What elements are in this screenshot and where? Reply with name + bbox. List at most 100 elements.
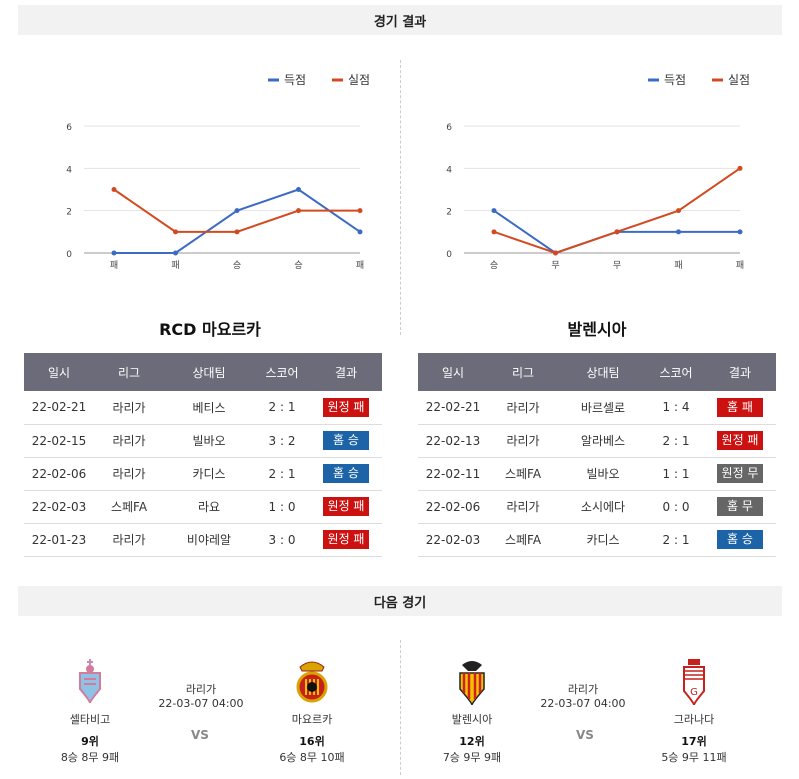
score-cell: 1 : 4 [648,391,704,425]
x-tick-label: 패 [736,260,744,271]
result-badge: 원정 패 [322,530,370,549]
data-point [296,208,301,214]
opponent-cell: 비야레알 [164,523,254,557]
col-date: 일시 [24,353,94,391]
league-cell: 라리가 [488,490,558,524]
celta-logo-icon [70,657,110,707]
next-away-team-2[interactable]: G 그라나다 17위 5승 9무 11패 [649,657,739,765]
result-cell: 원정 패 [310,523,382,557]
match-league: 라리가 [567,683,599,696]
x-tick-label: 패 [110,260,118,271]
data-point [614,229,620,235]
league-cell: 라리가 [94,457,164,491]
score-cell: 2 : 1 [254,391,310,425]
team-title-mallorca: RCD 마요르카 [159,320,261,339]
col-score: 스코어 [648,353,704,391]
data-point [111,187,117,192]
legend-label: 득점 [664,73,686,87]
opponent-cell: 빌바오 [558,457,648,491]
table-row: 22-02-03 스페FA 카디스 2 : 1 홈 승 [418,523,776,557]
next-home-team-2[interactable]: 발렌시아 12위 7승 9무 9패 [427,657,517,765]
opponent-cell: 베티스 [164,391,254,425]
result-badge: 홈 무 [717,497,763,516]
col-result: 결과 [704,353,776,391]
score-cell: 2 : 1 [648,424,704,458]
data-point [173,229,178,235]
opponent-cell: 소시에다 [558,490,648,524]
result-badge: 홈 승 [717,530,763,549]
y-tick-label: 4 [66,165,72,175]
data-point [173,250,178,256]
col-score: 스코어 [254,353,310,391]
svg-text:G: G [690,687,698,698]
league-cell: 스페FA [488,457,558,491]
y-tick-label: 0 [446,250,452,260]
next-home-team-1[interactable]: 셀타비고 9위 8승 8무 9패 [45,657,135,765]
table-row: 22-01-23 라리가 비야레알 3 : 0 원정 패 [24,523,382,557]
data-point [111,250,117,256]
y-tick-label: 0 [66,250,72,260]
result-cell: 홈 패 [704,391,776,425]
y-tick-label: 4 [446,165,452,175]
table-row: 22-02-06 라리가 소시에다 0 : 0 홈 무 [418,490,776,524]
league-cell: 라리가 [94,523,164,557]
match-datetime: 22-03-07 04:00 [158,697,244,710]
data-point [491,208,497,214]
result-badge: 원정 무 [716,464,764,483]
y-tick-label: 6 [446,123,452,133]
data-point [737,165,743,171]
league-cell: 라리가 [488,424,558,458]
team-name: 발렌시아 [451,713,493,726]
valencia-logo-icon [452,657,492,707]
result-badge: 홈 승 [323,431,369,450]
result-cell: 원정 패 [310,490,382,524]
match-datetime: 22-03-07 04:00 [540,697,626,710]
legend-label: 득점 [284,73,306,87]
data-point [357,229,363,235]
data-point [676,208,681,214]
result-badge: 홈 패 [717,397,763,417]
result-badge: 원정 패 [716,431,764,450]
date-cell: 22-02-13 [418,424,488,458]
table-row: 22-02-15 라리가 빌바오 3 : 2 홈 승 [24,424,382,458]
data-point [676,229,681,235]
team-name: 그라나다 [673,713,715,726]
table-row: 22-02-21 라리가 베티스 2 : 1 원정 패 [24,391,382,425]
col-result: 결과 [310,353,382,391]
date-cell: 22-02-03 [24,490,94,524]
result-cell: 홈 승 [704,523,776,557]
score-cell: 3 : 2 [254,424,310,458]
table-row: 22-02-21 라리가 바르셀로 1 : 4 홈 패 [418,391,776,425]
series-line-score [114,188,361,254]
opponent-cell: 바르셀로 [558,391,648,425]
legend-label: 실점 [728,73,750,87]
x-tick-label: 패 [171,260,179,271]
next-away-team-1[interactable]: 마요르카 16위 6승 8무 10패 [267,657,357,765]
league-cell: 라리가 [94,424,164,458]
vs-label: VS [191,728,209,742]
opponent-cell: 알라베스 [558,424,648,458]
col-opponent: 상대팀 [164,353,254,391]
result-cell: 원정 무 [704,457,776,491]
date-cell: 22-02-21 [24,391,94,425]
league-cell: 라리가 [488,391,558,425]
table-row: 22-02-13 라리가 알라베스 2 : 1 원정 패 [418,424,776,458]
team-record: 6승 8무 10패 [279,751,345,764]
x-tick-label: 승 [294,260,302,271]
section-divider [400,60,401,335]
date-cell: 22-02-15 [24,424,94,458]
opponent-cell: 카디스 [558,523,648,557]
team-name: 마요르카 [291,713,333,726]
team-name: 셀타비고 [69,713,111,726]
table-row: 22-02-03 스페FA 라요 1 : 0 원정 패 [24,490,382,524]
team-title-valencia: 발렌시아 [567,320,627,339]
data-point [296,187,301,192]
data-point [234,229,240,235]
x-tick-label: 승 [233,260,241,271]
score-cell: 1 : 1 [648,457,704,491]
next-match-info-2: 라리가 22-03-07 04:00 [528,681,638,710]
date-cell: 22-02-06 [418,490,488,524]
result-cell: 원정 패 [310,391,382,425]
col-league: 리그 [94,353,164,391]
